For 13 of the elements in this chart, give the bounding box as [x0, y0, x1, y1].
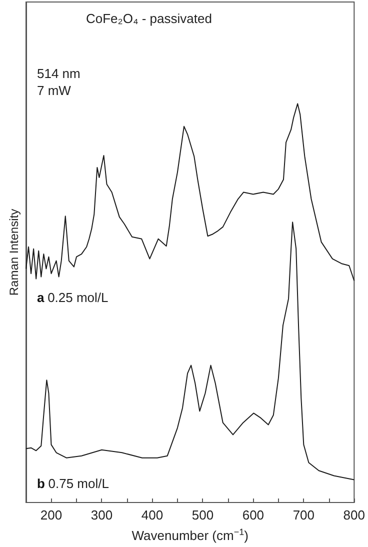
x-tick-label: 200	[40, 508, 62, 522]
chart-title: CoFe₂O₄ - passivated	[86, 11, 212, 26]
y-axis-title: Raman Intensity	[7, 208, 21, 296]
x-tick-label: 600	[242, 508, 264, 522]
text: 514 nm	[37, 66, 80, 81]
text: 7 mW	[37, 83, 72, 98]
x-tick-label: 500	[192, 508, 214, 522]
series-label: a 0.25 mol/L	[37, 290, 108, 305]
x-tick-label: 300	[90, 508, 113, 522]
x-tick-label: 700	[292, 508, 315, 522]
x-tick-label: 400	[141, 508, 164, 522]
x-tick-label: 800	[343, 508, 366, 522]
series-label: b 0.75 mol/L	[37, 476, 109, 491]
